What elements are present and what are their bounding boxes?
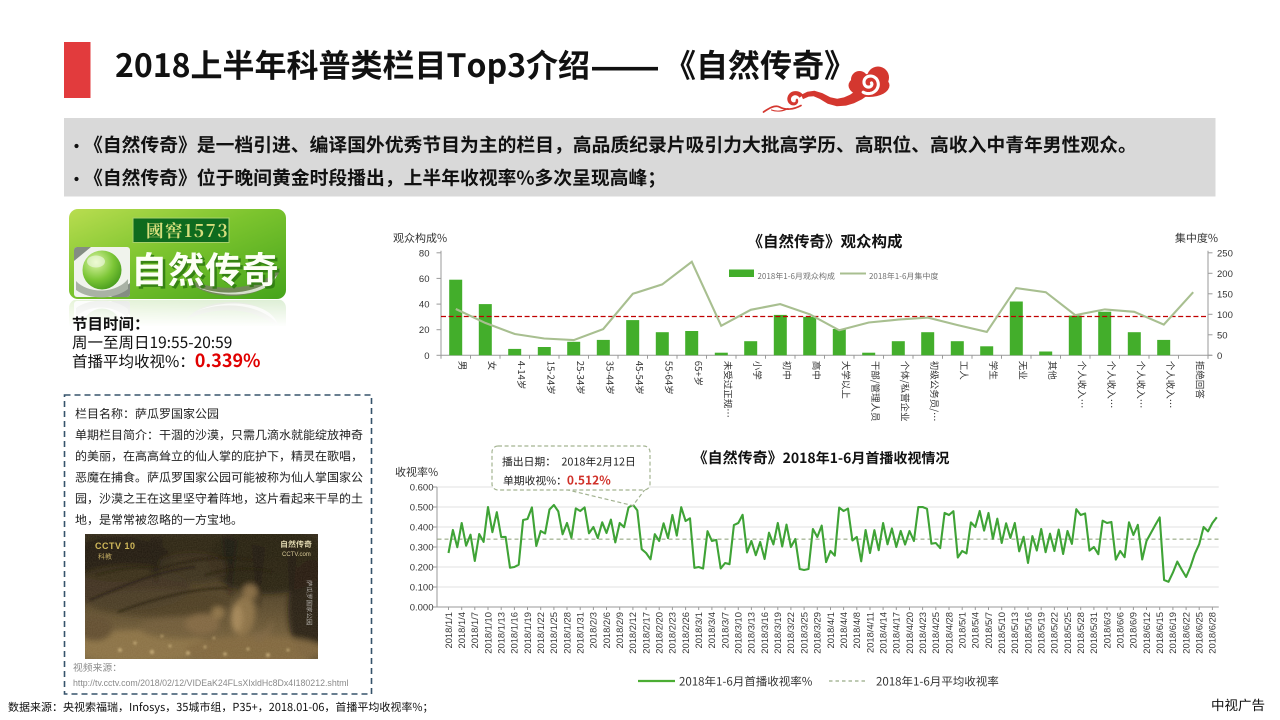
svg-text:2018/3/4: 2018/3/4 <box>706 612 717 649</box>
svg-text:2018/1/16: 2018/1/16 <box>509 612 520 654</box>
svg-text:2018/1/1: 2018/1/1 <box>443 612 454 649</box>
svg-text:2018/4/25: 2018/4/25 <box>930 612 941 654</box>
svg-text:0.500: 0.500 <box>410 503 434 514</box>
svg-text:2018/2/3: 2018/2/3 <box>588 612 599 649</box>
svg-text:50: 50 <box>1217 330 1228 341</box>
svg-text:2018/4/11: 2018/4/11 <box>864 612 875 653</box>
svg-text:2018/1/13: 2018/1/13 <box>496 612 507 654</box>
svg-text:2018/2/20: 2018/2/20 <box>654 612 665 654</box>
svg-text:2018/2/12: 2018/2/12 <box>627 612 638 654</box>
svg-text:2018/5/13: 2018/5/13 <box>1009 612 1020 654</box>
svg-text:2018/5/19: 2018/5/19 <box>1036 612 1047 654</box>
svg-text:2018/2/17: 2018/2/17 <box>640 612 651 654</box>
svg-text:2018/6/25: 2018/6/25 <box>1194 612 1205 654</box>
svg-text:2018/3/16: 2018/3/16 <box>759 612 770 654</box>
svg-text:2018/6/28: 2018/6/28 <box>1207 612 1218 654</box>
svg-text:2018/5/31: 2018/5/31 <box>1088 612 1099 654</box>
svg-text:2018/6/6: 2018/6/6 <box>1115 612 1126 649</box>
svg-text:2018/4/1: 2018/4/1 <box>825 612 836 649</box>
svg-text:0: 0 <box>424 351 429 362</box>
svg-text:2018/4/8: 2018/4/8 <box>851 612 862 649</box>
svg-text:2018/5/16: 2018/5/16 <box>1022 612 1033 654</box>
svg-text:0.000: 0.000 <box>410 603 434 614</box>
svg-text:0.100: 0.100 <box>410 583 434 594</box>
svg-text:2018/4/17: 2018/4/17 <box>891 612 902 654</box>
svg-text:2018/6/22: 2018/6/22 <box>1180 612 1191 654</box>
svg-text:2018/4/28: 2018/4/28 <box>943 612 954 654</box>
svg-text:250: 250 <box>1217 248 1233 259</box>
svg-text:2018/4/14: 2018/4/14 <box>877 612 888 654</box>
svg-text:CCTV 10: CCTV 10 <box>95 541 136 551</box>
svg-text:2018/3/29: 2018/3/29 <box>812 612 823 654</box>
svg-text:0: 0 <box>1217 351 1222 362</box>
svg-text:2018/3/19: 2018/3/19 <box>772 612 783 654</box>
svg-text:2018/3/10: 2018/3/10 <box>733 612 744 654</box>
svg-text:2018/5/22: 2018/5/22 <box>1049 612 1060 654</box>
svg-text:2018/6/9: 2018/6/9 <box>1128 612 1139 649</box>
svg-text:2018/1/28: 2018/1/28 <box>561 612 572 654</box>
svg-text:60: 60 <box>419 274 430 285</box>
svg-text:http://tv.cctv.com/2018/02/12/: http://tv.cctv.com/2018/02/12/VIDEaK24FL… <box>73 678 348 688</box>
svg-text:100: 100 <box>1217 310 1233 321</box>
svg-text:2018/2/9: 2018/2/9 <box>614 612 625 649</box>
svg-text:2018/6/3: 2018/6/3 <box>1101 612 1112 649</box>
svg-text:0.400: 0.400 <box>410 523 434 534</box>
svg-text:2018/1/22: 2018/1/22 <box>535 612 546 654</box>
svg-text:150: 150 <box>1217 289 1233 300</box>
svg-text:2018/1/7: 2018/1/7 <box>469 612 480 649</box>
svg-text:2018/5/1: 2018/5/1 <box>957 612 968 649</box>
svg-text:2018/4/4: 2018/4/4 <box>838 612 849 649</box>
svg-text:2018/6/19: 2018/6/19 <box>1167 612 1178 654</box>
svg-text:20: 20 <box>419 325 430 336</box>
svg-text:2018/2/23: 2018/2/23 <box>667 612 678 654</box>
svg-text:200: 200 <box>1217 269 1233 280</box>
svg-text:2018/3/1: 2018/3/1 <box>693 612 704 649</box>
svg-text:2018/5/7: 2018/5/7 <box>983 612 994 649</box>
svg-text:80: 80 <box>419 248 430 259</box>
svg-text:2018/5/10: 2018/5/10 <box>996 612 1007 654</box>
svg-text:2018/1/25: 2018/1/25 <box>548 612 559 654</box>
svg-text:0.300: 0.300 <box>410 543 434 554</box>
svg-text:2018/5/28: 2018/5/28 <box>1075 612 1086 654</box>
svg-text:0.200: 0.200 <box>410 563 434 574</box>
svg-text:2018/3/7: 2018/3/7 <box>719 612 730 649</box>
svg-text:2018/2/6: 2018/2/6 <box>601 612 612 649</box>
svg-text:2018/4/20: 2018/4/20 <box>904 612 915 654</box>
svg-text:2018/3/13: 2018/3/13 <box>746 612 757 654</box>
svg-text:2018/5/4: 2018/5/4 <box>970 612 981 649</box>
svg-text:2018/6/12: 2018/6/12 <box>1141 612 1152 654</box>
svg-text:2018/1/19: 2018/1/19 <box>522 612 533 654</box>
svg-text:0.600: 0.600 <box>410 483 434 494</box>
svg-text:CCTV.com: CCTV.com <box>282 552 311 558</box>
svg-text:2018/4/23: 2018/4/23 <box>917 612 928 654</box>
svg-text:2018/6/15: 2018/6/15 <box>1154 612 1165 654</box>
svg-text:2018/5/25: 2018/5/25 <box>1062 612 1073 654</box>
svg-text:2018/3/25: 2018/3/25 <box>798 612 809 654</box>
svg-text:2018/1/4: 2018/1/4 <box>456 612 467 649</box>
svg-text:2018/1/10: 2018/1/10 <box>482 612 493 654</box>
svg-text:40: 40 <box>419 300 430 311</box>
svg-text:2018/2/26: 2018/2/26 <box>680 612 691 654</box>
svg-text:2018/3/22: 2018/3/22 <box>785 612 796 654</box>
svg-text:2018/1/31: 2018/1/31 <box>575 612 586 654</box>
